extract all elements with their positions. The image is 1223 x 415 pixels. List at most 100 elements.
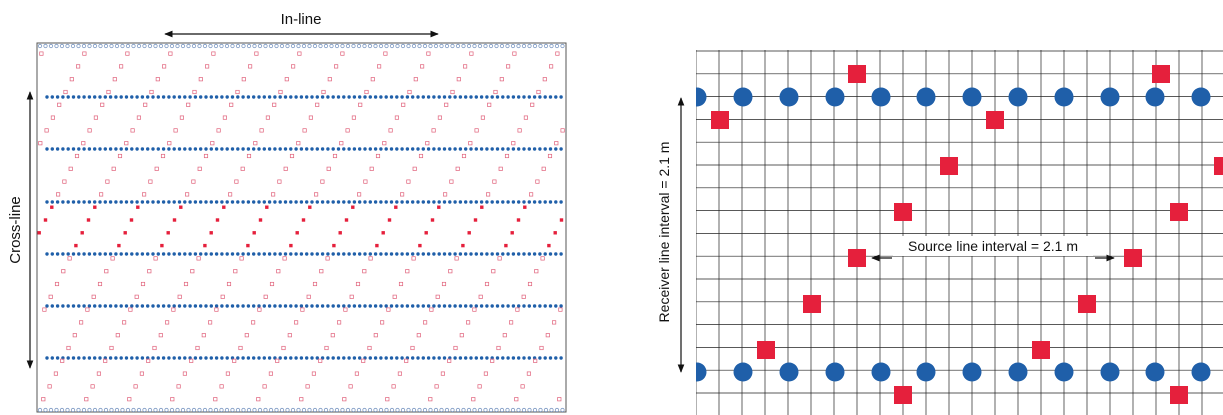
source-marker-hollow — [48, 294, 53, 299]
source-marker — [332, 243, 336, 248]
receiver-marker — [395, 200, 399, 204]
receiver-marker — [66, 95, 70, 99]
receiver-marker — [479, 304, 484, 308]
receiver-marker — [437, 200, 441, 204]
source-marker-hollow — [383, 51, 388, 56]
receiver-marker — [252, 252, 256, 256]
source-marker-hollow — [492, 179, 497, 184]
receiver-marker-hollow — [114, 43, 120, 49]
receiver-marker-hollow — [455, 43, 461, 49]
receiver-marker-hollow — [290, 43, 296, 49]
receiver-marker — [490, 95, 494, 99]
receiver-marker — [61, 147, 65, 151]
inline-label: In-line — [281, 11, 322, 28]
receiver-marker — [506, 95, 510, 99]
receiver-marker-hollow — [554, 43, 560, 49]
receiver-marker — [289, 147, 293, 151]
source-marker-hollow — [530, 102, 535, 107]
receiver-marker — [1008, 362, 1028, 382]
receiver-marker-hollow — [87, 407, 92, 412]
receiver-marker — [294, 252, 298, 256]
receiver-marker — [71, 147, 76, 151]
receiver-marker — [1100, 362, 1120, 382]
source-marker — [523, 205, 527, 209]
source-marker — [894, 203, 912, 221]
receiver-marker — [432, 200, 436, 204]
receiver-marker-hollow — [186, 407, 191, 412]
source-marker-hollow — [235, 89, 240, 95]
source-marker — [480, 205, 484, 209]
source-marker-hollow — [435, 294, 440, 299]
receiver-marker-hollow — [318, 43, 323, 49]
source-marker-hollow — [191, 179, 196, 184]
receiver-marker — [871, 362, 891, 382]
source-marker-hollow — [453, 345, 458, 351]
source-marker-hollow — [281, 345, 286, 351]
source-marker-hollow — [423, 320, 428, 325]
receiver-marker — [177, 304, 182, 308]
receiver-marker — [193, 304, 198, 308]
source-marker-hollow — [82, 51, 87, 56]
receiver-marker — [779, 87, 799, 107]
source-marker-hollow — [149, 89, 154, 95]
receiver-marker-hollow — [197, 407, 202, 412]
receiver-marker — [411, 304, 415, 308]
receiver-marker — [283, 200, 288, 204]
source-marker-hollow — [558, 307, 563, 312]
receiver-marker — [193, 95, 198, 99]
right-panel: Receiver line interval = 2.1 m Source li… — [656, 50, 1223, 415]
receiver-marker-hollow — [450, 407, 455, 412]
source-marker-hollow — [100, 102, 105, 107]
source-marker-hollow — [198, 77, 203, 82]
receiver-marker — [358, 200, 362, 204]
receiver-marker — [511, 200, 516, 204]
source-marker-hollow — [128, 307, 133, 312]
receiver-marker — [352, 304, 357, 308]
source-marker-hollow — [449, 179, 454, 184]
receiver-marker-hollow — [549, 43, 554, 49]
receiver-marker — [490, 200, 494, 204]
receiver-marker — [151, 252, 155, 256]
receiver-marker — [448, 147, 452, 151]
receiver-marker — [214, 304, 219, 308]
receiver-marker — [225, 356, 229, 360]
source-marker-hollow — [375, 153, 381, 159]
source-marker-hollow — [155, 77, 160, 82]
receiver-marker — [347, 200, 351, 204]
receiver-marker — [411, 252, 415, 256]
receiver-marker — [331, 304, 335, 308]
receiver-marker — [458, 356, 463, 360]
receiver-marker — [453, 356, 457, 360]
receiver-marker — [93, 304, 97, 308]
source-marker-hollow — [514, 397, 519, 402]
receiver-marker — [98, 356, 102, 360]
source-marker-hollow — [363, 179, 368, 184]
receiver-marker-hollow — [477, 407, 483, 412]
receiver-marker — [538, 95, 542, 99]
source-marker-hollow — [388, 128, 393, 133]
receiver-marker — [538, 356, 542, 360]
source-marker-hollow — [406, 179, 411, 184]
receiver-marker — [368, 356, 372, 360]
receiver-marker — [294, 200, 298, 204]
receiver-marker-hollow — [235, 43, 241, 49]
receiver-marker — [495, 304, 500, 308]
source-marker-hollow — [228, 192, 233, 197]
source-marker-hollow — [254, 51, 259, 56]
source-marker-hollow — [239, 256, 244, 261]
source-marker — [289, 243, 293, 248]
source-marker-hollow — [257, 307, 262, 312]
source-marker-hollow — [67, 256, 72, 261]
receiver-marker-hollow — [373, 407, 378, 412]
receiver-marker — [289, 200, 293, 204]
receiver-marker — [490, 252, 494, 256]
source-marker-hollow — [263, 294, 268, 299]
receiver-marker — [421, 147, 425, 151]
receiver-marker — [495, 200, 500, 204]
receiver-marker — [501, 147, 505, 151]
receiver-marker-hollow — [290, 407, 296, 412]
receiver-marker-hollow — [466, 43, 472, 49]
source-marker — [295, 231, 299, 235]
source-marker — [50, 205, 54, 209]
receiver-marker — [432, 304, 436, 308]
